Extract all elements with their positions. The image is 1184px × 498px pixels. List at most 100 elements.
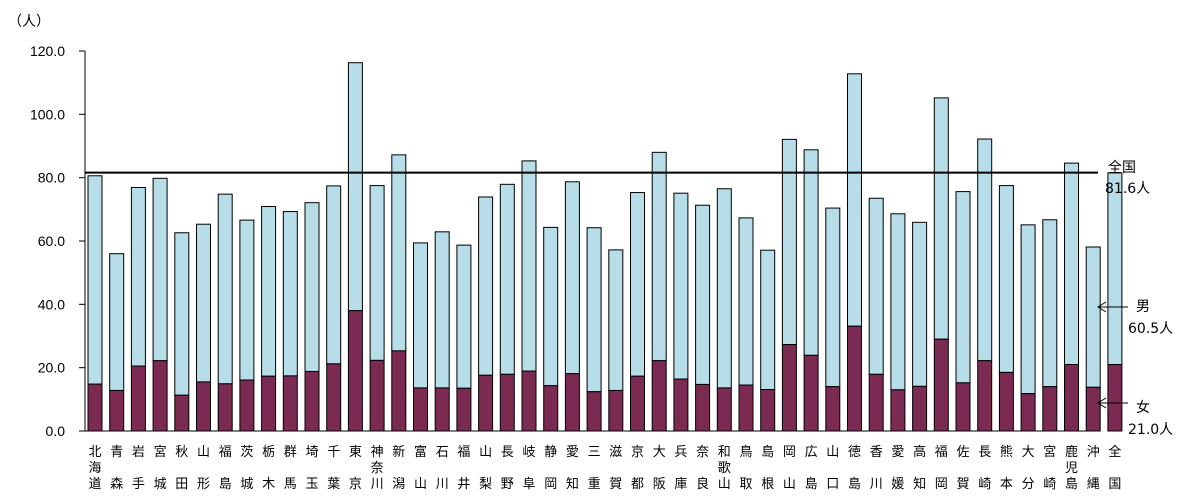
x-category-label: 群 [284,445,297,460]
bar-male [825,207,841,388]
x-category-label: 山 [783,477,796,492]
x-category-label: 岡 [935,477,948,492]
x-category-label: 熊 [1000,444,1013,460]
x-category-label: 根 [761,477,774,492]
bar-female [1085,386,1101,432]
bar-male [456,244,472,389]
bar-female [673,378,689,432]
x-category-label: 鳥 [739,445,752,460]
bar-female [347,310,363,432]
bar-female [261,375,277,432]
bar-male [499,183,515,375]
x-category-label: 石 [436,445,449,460]
x-category-label: 知 [913,476,926,492]
bar-male [890,213,906,391]
bar-female [695,383,711,432]
bar-female [434,387,450,432]
bar-male [369,185,385,361]
bar-male [413,242,428,389]
bar-male [803,149,819,356]
x-category-label: 海 [88,461,101,476]
x-category-label: 良 [696,476,709,492]
bar-female [977,360,993,432]
bar-male [564,181,580,375]
x-category-label: 崎 [978,477,991,492]
x-category-label: 山 [718,477,731,492]
bar-male [868,197,884,375]
x-category-label: 川 [870,477,883,492]
x-category-label: 井 [457,477,470,492]
bar-female [217,383,233,432]
bar-female [413,387,428,432]
bar-male [716,188,732,389]
bar-female [109,389,125,432]
x-category-label: 島 [1065,477,1078,492]
bar-male [586,227,602,393]
bar-female [760,389,776,432]
x-category-label: 神 [371,445,384,460]
x-category-label: 山 [479,445,492,460]
bar-female [282,375,298,432]
x-category-label: 手 [132,477,145,492]
x-category-label: 鹿 [1065,444,1078,460]
bar-male [1042,219,1058,388]
bar-male [282,211,298,377]
x-category-label: 城 [154,477,167,492]
x-category-label: 崎 [1043,477,1056,492]
female-label: 女 [1136,399,1150,416]
x-category-label: 縄 [1087,477,1100,492]
bar-male [521,160,537,372]
x-category-label: 香 [870,445,883,460]
x-category-label: 阜 [522,476,535,492]
x-category-label: 滋 [609,445,622,460]
bar-male [955,191,971,384]
x-category-label: 川 [436,477,449,492]
bar-male [174,232,190,396]
x-category-label: 国 [1108,477,1121,492]
female-value: 21.0人 [1128,422,1173,438]
bar-male [1107,172,1123,365]
x-category-label: 道 [88,477,101,492]
x-category-label: 分 [1022,477,1035,492]
x-category-label: 富 [414,444,427,460]
x-category-label: 児 [1065,461,1078,476]
x-category-label: 福 [935,445,948,460]
y-unit-label: （人） [8,13,50,29]
x-category-label: 三 [588,445,601,460]
x-category-label: 大 [653,445,666,460]
x-category-label: 茨 [240,445,253,460]
x-category-label: 木 [262,477,275,492]
bar-male [1020,224,1036,395]
x-category-label: 島 [805,477,818,492]
bar-male [912,221,928,387]
bar-male [781,138,797,346]
bar-male [608,249,624,391]
y-tick-label: 20.0 [38,360,65,376]
bar-male [130,186,146,367]
x-category-label: 川 [371,477,384,492]
bar-male [434,231,450,389]
x-category-label: 歌 [718,461,731,476]
female-pointer-arrow [1097,397,1107,409]
bar-female [499,373,515,432]
x-category-label: 京 [631,445,644,460]
x-category-label: 形 [197,477,210,492]
bar-female [651,360,667,432]
x-category-label: 島 [761,445,774,460]
y-tick-label: 60.0 [38,233,65,249]
x-category-label: 千 [327,445,340,460]
bar-female [130,365,146,432]
x-category-label: 城 [240,477,253,492]
bar-female [543,385,559,432]
bar-male [109,253,125,391]
bar-female [478,374,494,432]
bar-male [1064,162,1079,365]
bar-male [738,217,754,386]
bar-female [564,373,580,432]
male-label: 男 [1136,299,1150,315]
bar-female [239,379,255,432]
x-category-label: 宮 [1043,444,1056,460]
male-pointer-arrow [1097,301,1107,313]
x-category-label: 賀 [956,477,969,492]
x-category-label: 賀 [609,477,622,492]
